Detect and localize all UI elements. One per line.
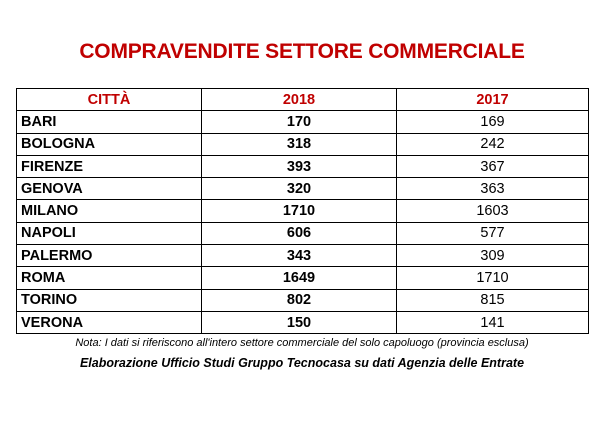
value-2018-cell: 393 xyxy=(201,154,397,179)
value-2017-cell: 1603 xyxy=(396,199,589,223)
city-cell: NAPOLI xyxy=(16,221,202,246)
value-2018-cell: 318 xyxy=(201,132,397,156)
city-cell: FIRENZE xyxy=(16,154,202,179)
value-2017-cell: 367 xyxy=(396,154,589,179)
column-header-2017: 2017 xyxy=(396,87,589,112)
table-row: NAPOLI 606 577 xyxy=(16,221,589,246)
city-cell: TORINO xyxy=(16,288,202,312)
source-credit: Elaborazione Ufficio Studi Gruppo Tecnoc… xyxy=(79,356,525,370)
table-row: VERONA 150 141 xyxy=(16,310,589,335)
table-row: BOLOGNA 318 242 xyxy=(16,132,589,156)
table-row: PALERMO 343 309 xyxy=(16,244,589,268)
footnote: Nota: I dati si riferiscono all'intero s… xyxy=(75,337,529,349)
table-header-row: CITTÀ 2018 2017 xyxy=(16,87,589,112)
column-header-city: CITTÀ xyxy=(16,87,202,112)
city-cell: MILANO xyxy=(16,199,202,223)
table-row: MILANO 1710 1603 xyxy=(16,199,589,223)
value-2017-cell: 363 xyxy=(396,177,589,201)
value-2018-cell: 170 xyxy=(201,110,397,134)
table-row: FIRENZE 393 367 xyxy=(16,154,589,179)
table-row: GENOVA 320 363 xyxy=(16,177,589,201)
value-2017-cell: 242 xyxy=(396,132,589,156)
value-2017-cell: 309 xyxy=(396,244,589,268)
table-row: TORINO 802 815 xyxy=(16,288,589,312)
table-row: BARI 170 169 xyxy=(16,110,589,134)
value-2017-cell: 815 xyxy=(396,288,589,312)
value-2017-cell: 1710 xyxy=(396,266,589,290)
value-2018-cell: 320 xyxy=(201,177,397,201)
value-2018-cell: 343 xyxy=(201,244,397,268)
city-cell: VERONA xyxy=(16,310,202,335)
column-header-2018: 2018 xyxy=(201,87,397,112)
city-cell: BARI xyxy=(16,110,202,134)
sales-table: CITTÀ 2018 2017 BARI 170 169 BOLOGNA 318… xyxy=(16,87,589,335)
value-2017-cell: 169 xyxy=(396,110,589,134)
value-2018-cell: 1649 xyxy=(201,266,397,290)
value-2018-cell: 1710 xyxy=(201,199,397,223)
page-title: COMPRAVENDITE SETTORE COMMERCIALE xyxy=(79,40,525,63)
value-2017-cell: 141 xyxy=(396,310,589,335)
city-cell: PALERMO xyxy=(16,244,202,268)
value-2018-cell: 150 xyxy=(201,310,397,335)
value-2018-cell: 802 xyxy=(201,288,397,312)
city-cell: BOLOGNA xyxy=(16,132,202,156)
value-2017-cell: 577 xyxy=(396,221,589,246)
city-cell: ROMA xyxy=(16,266,202,290)
city-cell: GENOVA xyxy=(16,177,202,201)
value-2018-cell: 606 xyxy=(201,221,397,246)
table-row: ROMA 1649 1710 xyxy=(16,266,589,290)
